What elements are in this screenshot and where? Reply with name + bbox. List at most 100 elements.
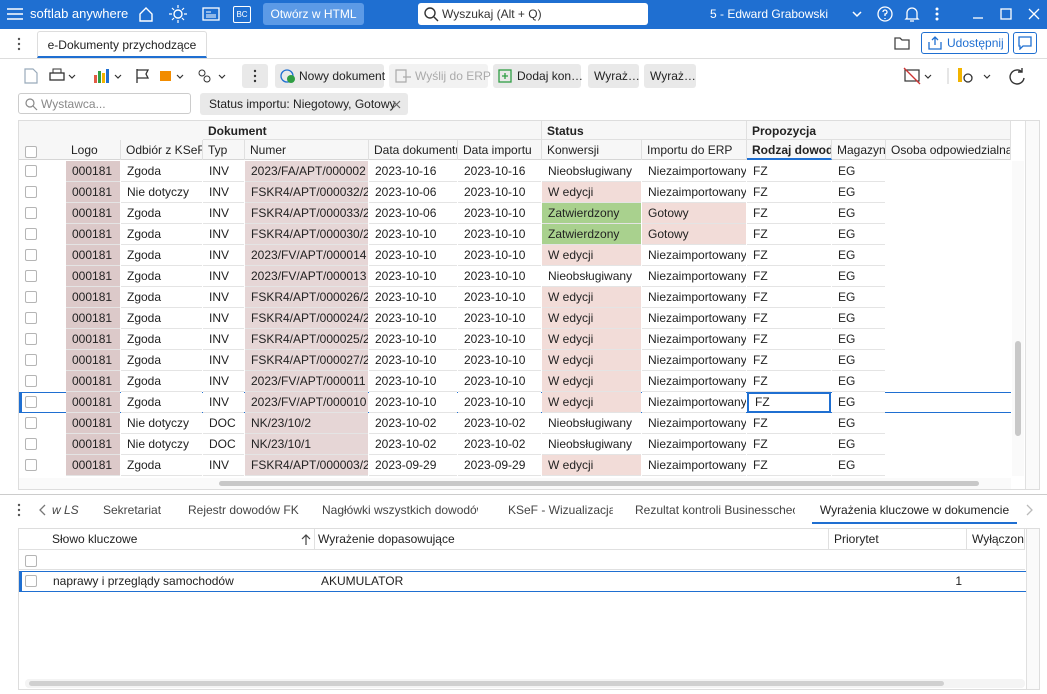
grid-cell: EG <box>832 329 885 350</box>
more-icon[interactable] <box>934 6 940 22</box>
column-header[interactable]: Osoba odpowiedzialna <box>886 140 1011 160</box>
row-checkbox[interactable] <box>25 228 37 240</box>
splitter <box>0 494 1047 495</box>
row-checkbox[interactable] <box>25 417 37 429</box>
sun-icon[interactable] <box>168 4 188 24</box>
bottom-tab[interactable]: w LS <box>52 498 82 522</box>
bell-icon[interactable] <box>903 5 921 23</box>
news-icon[interactable] <box>202 6 220 22</box>
grid-cell: 000181 <box>66 308 120 329</box>
row-checkbox[interactable] <box>25 375 37 387</box>
status-filter-chip[interactable]: Status importu: Niegotowy, Gotowy <box>200 93 408 115</box>
issuer-filter[interactable]: Wystawca... <box>18 93 191 114</box>
row-checkbox[interactable] <box>25 459 37 471</box>
keywords-horizontal-thumb[interactable] <box>29 681 944 686</box>
color-icon[interactable] <box>158 67 188 85</box>
search-box[interactable]: Wyszukaj (Alt + Q) <box>418 3 648 25</box>
filter-placeholder: Wystawca... <box>41 97 106 111</box>
grid-cell: Niezaimportowany <box>642 329 746 350</box>
window-controls[interactable] <box>970 5 1042 23</box>
chip-close[interactable] <box>392 100 401 109</box>
column-header[interactable]: Data importu <box>458 140 542 160</box>
keywords-column-header[interactable]: Wyrażenie dopasowujące <box>315 529 829 550</box>
bottom-tab-menu[interactable] <box>16 503 22 517</box>
more-button[interactable] <box>242 64 268 88</box>
keywords-side-toggle[interactable] <box>1026 529 1040 690</box>
bottom-tab[interactable]: Rejestr dowodów FK <box>188 498 308 522</box>
edit-icon[interactable] <box>22 67 40 85</box>
column-header[interactable]: Data dokumentu <box>369 140 458 160</box>
column-header[interactable]: Odbiór z KSeF <box>121 140 203 160</box>
chart-icon[interactable] <box>92 67 126 85</box>
side-panel-toggle[interactable] <box>1025 121 1040 490</box>
row-checkbox[interactable] <box>25 249 37 261</box>
add-button[interactable]: Dodaj kon… <box>493 64 581 88</box>
select-all-checkbox[interactable] <box>25 146 37 158</box>
grid-cell: 2023-10-10 <box>458 329 541 350</box>
help-icon[interactable] <box>876 5 894 23</box>
row-checkbox[interactable] <box>25 270 37 282</box>
grid-cell: Zgoda <box>121 329 202 350</box>
share-icon <box>927 36 943 50</box>
keywords-column-header[interactable]: Priorytet <box>829 529 967 550</box>
row-checkbox[interactable] <box>25 165 37 177</box>
bottom-tab[interactable]: Rezultat kontroli Businesscheck <box>635 498 795 522</box>
grid-cell: 2023-10-10 <box>458 392 541 413</box>
link-icon[interactable] <box>196 67 230 85</box>
print-icon[interactable] <box>48 67 78 85</box>
folder-icon[interactable] <box>893 35 911 51</box>
row-checkbox[interactable] <box>25 396 37 408</box>
row-checkbox[interactable] <box>25 354 37 366</box>
row-checkbox[interactable] <box>25 312 37 324</box>
column-header[interactable]: Importu do ERP <box>642 140 747 160</box>
user-name[interactable]: 5 - Edward Grabowski <box>710 7 828 21</box>
grid-cell: 2023-10-10 <box>458 371 541 392</box>
keywords-column-header[interactable]: Słowo kluczowe <box>47 529 315 550</box>
user-chevron[interactable] <box>851 9 863 19</box>
expression-button[interactable]: Wyraż… <box>644 64 696 88</box>
grid-cell: INV <box>203 266 244 287</box>
column-header[interactable]: Numer <box>245 140 369 160</box>
menu-icon[interactable] <box>6 6 24 22</box>
column-header[interactable]: Magazyn <box>832 140 886 160</box>
column-header[interactable]: Rodzaj dowodu <box>747 140 832 160</box>
grid-cell: W edycji <box>542 182 641 203</box>
keywords-select-all[interactable] <box>25 555 37 567</box>
expression-button[interactable]: Wyraż… <box>588 64 639 88</box>
bottom-tab[interactable]: KSeF - Wizualizacja <box>508 498 613 522</box>
toolbar-right-icons[interactable] <box>902 66 1038 86</box>
keywords-column-header[interactable]: Wyłączone <box>967 529 1025 550</box>
document-tab[interactable]: e-Dokumenty przychodzące <box>37 31 207 58</box>
grid-cell: 000181 <box>66 182 120 203</box>
bottom-tab[interactable]: Sekretariat <box>103 498 173 522</box>
column-header[interactable]: Typ <box>203 140 245 160</box>
keywords-row-checkbox[interactable] <box>25 575 37 587</box>
tab-menu[interactable] <box>16 37 22 51</box>
column-header[interactable]: Konwersji <box>542 140 642 160</box>
chat-button[interactable] <box>1013 32 1037 54</box>
bottom-tab[interactable]: Nagłówki wszystkich dowodów <box>322 498 478 522</box>
flag-icon[interactable] <box>134 67 154 85</box>
horizontal-scroll-thumb[interactable] <box>219 481 979 486</box>
vertical-scroll-thumb[interactable] <box>1015 341 1021 436</box>
row-checkbox[interactable] <box>25 333 37 345</box>
grid-cell: FZ <box>747 434 831 455</box>
tabs-next[interactable] <box>1024 503 1034 517</box>
tabs-prev[interactable] <box>38 503 48 517</box>
grid-cell: INV <box>203 224 244 245</box>
grid-cell: Zgoda <box>121 455 202 476</box>
bc-icon[interactable]: BC <box>233 6 251 23</box>
bottom-tab[interactable]: Wyrażenia kluczowe w dokumencie <box>812 498 1017 524</box>
column-header[interactable]: Logo <box>66 140 121 160</box>
row-checkbox[interactable] <box>25 438 37 450</box>
row-checkbox[interactable] <box>25 207 37 219</box>
row-checkbox[interactable] <box>25 186 37 198</box>
share-button[interactable]: Udostępnij <box>921 32 1009 54</box>
grid-cell: Zatwierdzony <box>542 203 641 224</box>
grid-cell: FZ <box>747 182 831 203</box>
row-checkbox[interactable] <box>25 291 37 303</box>
new-document-button[interactable]: Nowy dokument <box>275 64 384 88</box>
open-html-button[interactable]: Otwórz w HTML <box>263 3 364 25</box>
home-icon[interactable] <box>137 5 155 23</box>
sort-arrow[interactable] <box>301 534 311 546</box>
